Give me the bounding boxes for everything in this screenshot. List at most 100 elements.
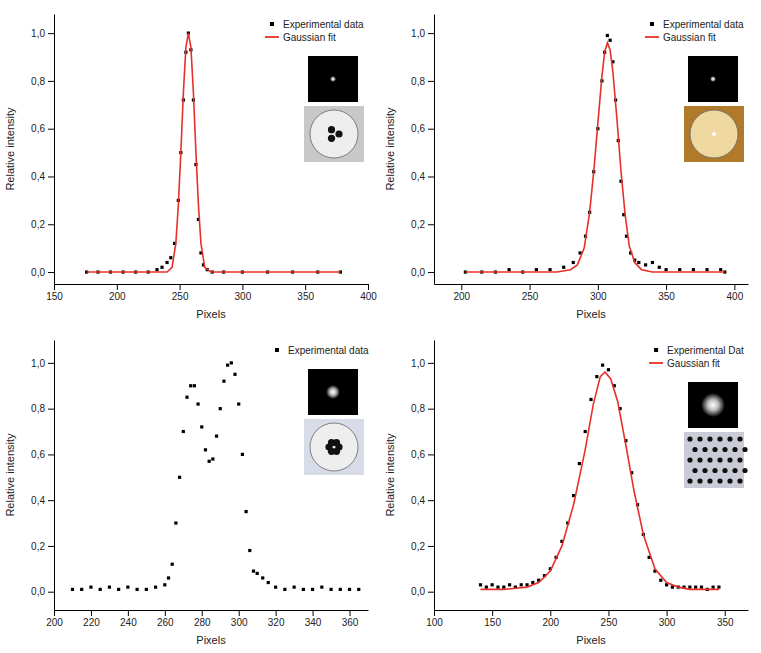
tick-mark bbox=[48, 546, 54, 547]
data-point bbox=[548, 268, 551, 271]
tick: 0,0 bbox=[411, 267, 434, 278]
inset-hole bbox=[692, 468, 697, 473]
tick: 300 bbox=[659, 610, 676, 628]
tick: 400 bbox=[727, 284, 744, 302]
tick-label: 400 bbox=[360, 291, 377, 302]
inset-hole bbox=[687, 436, 692, 441]
inset-hole bbox=[702, 447, 707, 452]
tick: 0,6 bbox=[31, 123, 54, 134]
inset-hole bbox=[737, 436, 742, 441]
panel: 1001502002503003500,00,20,40,60,81,0Pixe… bbox=[384, 341, 749, 647]
data-point bbox=[174, 521, 177, 524]
tick: 320 bbox=[268, 610, 285, 628]
tick-label: 0,6 bbox=[31, 449, 45, 460]
data-point bbox=[357, 588, 360, 591]
legend: Experimental dataGaussian fit bbox=[265, 19, 364, 43]
tick-mark bbox=[550, 610, 551, 616]
inset-fiber-image bbox=[304, 106, 364, 162]
legend-swatch bbox=[645, 36, 659, 38]
data-point bbox=[248, 549, 251, 552]
data-point bbox=[182, 430, 185, 433]
inset-fiber-image bbox=[684, 432, 744, 488]
tick: 0,8 bbox=[31, 76, 54, 87]
inset-hole bbox=[707, 478, 712, 483]
data-point bbox=[126, 586, 129, 589]
tick-label: 0,2 bbox=[31, 219, 45, 230]
tick-mark bbox=[428, 272, 434, 273]
tick-label: 200 bbox=[542, 617, 559, 628]
data-point bbox=[226, 364, 229, 367]
inset-hole bbox=[732, 447, 737, 452]
tick-label: 300 bbox=[235, 291, 252, 302]
tick-label: 350 bbox=[717, 617, 734, 628]
tick-label: 300 bbox=[231, 617, 248, 628]
inset-images bbox=[684, 56, 744, 162]
inset-hole bbox=[717, 457, 722, 462]
data-point bbox=[348, 588, 351, 591]
tick: 340 bbox=[305, 610, 322, 628]
data-point bbox=[507, 268, 510, 271]
tick-label: 0,8 bbox=[411, 76, 425, 87]
tick-label: 300 bbox=[659, 617, 676, 628]
axis-line bbox=[54, 341, 55, 611]
data-point bbox=[160, 266, 163, 269]
tick-label: 0,6 bbox=[31, 123, 45, 134]
legend-swatch bbox=[649, 362, 663, 364]
tick-label: 250 bbox=[172, 291, 189, 302]
x-axis-title: Pixels bbox=[196, 634, 226, 646]
data-point bbox=[609, 39, 612, 42]
tick: 0,6 bbox=[411, 449, 434, 460]
tick-mark bbox=[368, 284, 369, 290]
tick: 1,0 bbox=[411, 358, 434, 369]
inset-hole bbox=[328, 135, 335, 142]
tick: 280 bbox=[194, 610, 211, 628]
tick-mark bbox=[428, 224, 434, 225]
data-point bbox=[589, 398, 592, 401]
data-point bbox=[204, 448, 207, 451]
tick: 0,8 bbox=[411, 76, 434, 87]
legend-entry: Gaussian fit bbox=[645, 32, 716, 43]
legend-label: Experimental data bbox=[288, 345, 369, 356]
tick: 360 bbox=[342, 610, 359, 628]
tick-label: 280 bbox=[194, 617, 211, 628]
data-point bbox=[502, 586, 505, 589]
tick: 350 bbox=[297, 284, 314, 302]
tick-mark bbox=[276, 610, 277, 616]
tick-mark bbox=[48, 33, 54, 34]
figure: 1502002503003504000,00,20,40,60,81,0Pixe… bbox=[0, 0, 761, 653]
tick: 0,2 bbox=[411, 541, 434, 552]
data-point bbox=[165, 261, 168, 264]
data-point bbox=[171, 563, 174, 566]
tick-mark bbox=[202, 610, 203, 616]
tick-label: 0,2 bbox=[31, 541, 45, 552]
tick-label: 1,0 bbox=[411, 28, 425, 39]
tick-label: 0,2 bbox=[411, 541, 425, 552]
tick: 0,8 bbox=[411, 403, 434, 414]
tick-mark bbox=[428, 546, 434, 547]
axis-line bbox=[434, 341, 435, 611]
tick-mark bbox=[48, 500, 54, 501]
fit-line bbox=[87, 33, 341, 272]
inset-spot-image bbox=[688, 382, 738, 428]
data-point bbox=[607, 368, 610, 371]
y-axis: 0,00,20,40,60,81,0 bbox=[31, 15, 54, 285]
legend-entry: Gaussian fit bbox=[649, 358, 720, 369]
inset-spot bbox=[710, 76, 716, 82]
tick: 150 bbox=[46, 284, 63, 302]
tick: 0,8 bbox=[31, 403, 54, 414]
data-point bbox=[219, 407, 222, 410]
legend-swatch bbox=[270, 22, 274, 26]
legend-label: Gaussian fit bbox=[663, 32, 716, 43]
tick: 1,0 bbox=[31, 28, 54, 39]
tick-label: 200 bbox=[453, 291, 470, 302]
inset-core bbox=[712, 132, 716, 136]
inset-spot bbox=[701, 393, 725, 417]
inset-spot bbox=[326, 385, 340, 399]
tick: 350 bbox=[717, 610, 734, 628]
tick-mark bbox=[48, 409, 54, 410]
data-point bbox=[692, 268, 695, 271]
inset-images bbox=[304, 56, 364, 162]
data-point bbox=[155, 268, 158, 271]
data-point bbox=[339, 588, 342, 591]
tick-mark bbox=[725, 610, 726, 616]
